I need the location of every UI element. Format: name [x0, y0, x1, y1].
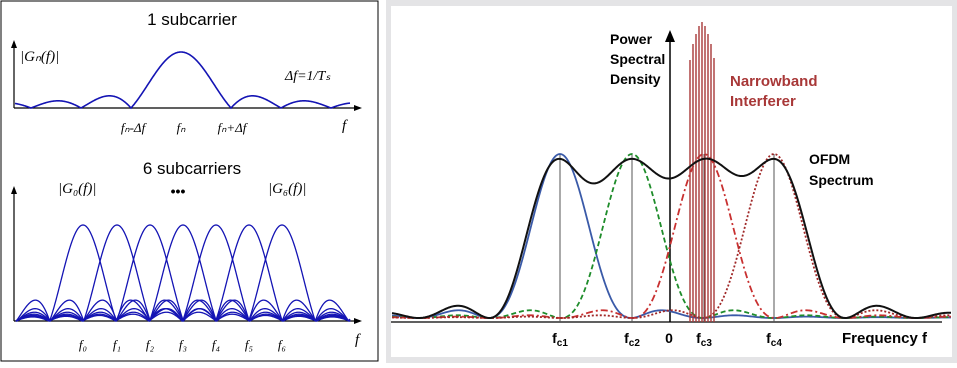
psd-label-line: Density: [610, 71, 661, 87]
top-tick-label: fₙ+Δf: [218, 120, 249, 135]
right-panel: Power Spectral Density Narrowband Interf…: [386, 0, 957, 363]
psd-label-line: Power: [610, 31, 653, 47]
bottom-ticks: f₀ f₁ f₂ f₃ f₄ f₅ f₆: [79, 337, 286, 352]
psd-y-arrow: [665, 30, 675, 42]
top-sinc-curve: [14, 51, 351, 110]
top-tick-label: fₙ-Δf: [121, 120, 148, 135]
top-title: 1 subcarrier: [147, 10, 237, 29]
subcarrier-diagram: 1 subcarrier |Gₙ(f)| Δf=1/Tₛ fₙ-Δf fₙ fₙ…: [0, 0, 379, 362]
spectrum-label-line: OFDM: [809, 151, 850, 167]
top-y-arrow: [11, 40, 17, 48]
top-annotation: Δf=1/Tₛ: [284, 69, 331, 84]
bottom-tick-label: f₆: [278, 337, 286, 352]
bottom-tick-label: f₃: [179, 337, 187, 352]
bottom-sinc-curves: [15, 224, 351, 322]
bottom-label-last: |G₆(f)|: [268, 181, 306, 197]
interferer-label-line: Interferer: [730, 93, 796, 110]
right-plot-area: [391, 6, 952, 357]
carrier-guides: [559, 154, 775, 322]
bottom-xlabel: f: [355, 332, 361, 348]
subcarrier-curve: [15, 224, 351, 322]
bottom-tick-label: f₂: [146, 337, 155, 352]
top-tick-label: fₙ: [177, 120, 187, 135]
subcarrier-psd-curve: [391, 153, 951, 319]
top-xlabel: f: [342, 118, 348, 134]
bottom-x-arrow: [354, 318, 362, 324]
left-panel-border: [0, 0, 379, 362]
zero-tick-label: 0: [665, 330, 673, 346]
ofdm-spectrum-diagram: Power Spectral Density Narrowband Interf…: [386, 0, 957, 363]
subcarrier-curve: [15, 224, 351, 322]
bottom-ellipsis: •••: [171, 183, 186, 199]
psd-label-line: Spectral: [610, 51, 665, 67]
carrier-tick-label: fc1: [552, 330, 568, 349]
bottom-label-first: |G₀(f)|: [58, 181, 96, 197]
top-ylabel: |Gₙ(f)|: [20, 49, 59, 65]
left-panel: 1 subcarrier |Gₙ(f)| Δf=1/Tₛ fₙ-Δf fₙ fₙ…: [0, 0, 380, 363]
interferer-label-line: Narrowband: [730, 73, 818, 90]
narrowband-interferer: [689, 22, 715, 322]
frequency-xlabel: Frequency f: [842, 330, 928, 347]
bottom-tick-label: f₁: [113, 337, 121, 352]
top-x-arrow: [354, 105, 362, 111]
spectrum-label-line: Spectrum: [809, 172, 874, 188]
carrier-tick-label: fc2: [624, 330, 640, 349]
carrier-tick-label: fc3: [696, 330, 712, 349]
carrier-tick-label: fc4: [766, 330, 782, 349]
bottom-tick-label: f₄: [212, 337, 221, 352]
bottom-tick-label: f₀: [79, 337, 87, 352]
bottom-tick-label: f₅: [245, 337, 253, 352]
bottom-title: 6 subcarriers: [143, 159, 241, 178]
ofdm-envelope-curve: [391, 157, 952, 320]
bottom-y-arrow: [11, 186, 17, 194]
